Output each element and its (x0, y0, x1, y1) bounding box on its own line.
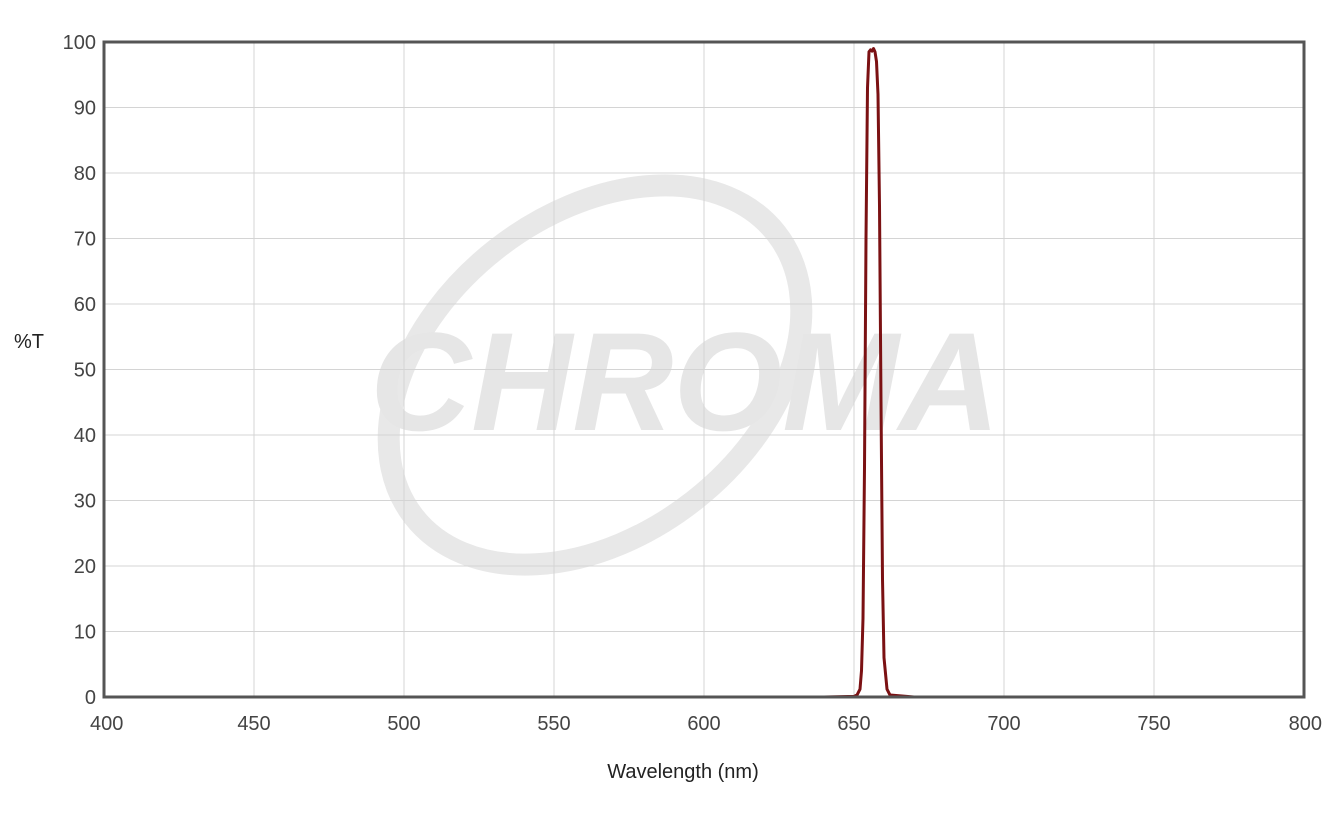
plot-frame (102, 40, 1306, 699)
y-tick-label: 10 (74, 622, 96, 644)
watermark-text: CHROMA (370, 303, 1000, 460)
grid (103, 41, 1305, 698)
x-tick-label: 500 (387, 713, 420, 735)
x-axis-title: Wavelength (nm) (607, 761, 759, 783)
y-tick-label: 30 (74, 491, 96, 513)
x-axis-ticks: 400 450 500 550 600 650 700 750 800 (90, 713, 1322, 735)
x-tick-label: 800 (1289, 713, 1322, 735)
x-tick-label: 600 (687, 713, 720, 735)
y-axis-title: %T (14, 331, 44, 353)
y-tick-label: 0 (85, 687, 96, 709)
x-tick-label: 750 (1137, 713, 1170, 735)
watermark-swoosh (377, 174, 813, 576)
y-tick-label: 60 (74, 294, 96, 316)
y-tick-label: 50 (74, 360, 96, 382)
x-tick-label: 700 (987, 713, 1020, 735)
y-axis-ticks: 0 10 20 30 40 50 60 70 80 90 100 (63, 32, 96, 709)
y-tick-label: 80 (74, 163, 96, 185)
x-tick-label: 650 (837, 713, 870, 735)
y-tick-label: 90 (74, 98, 96, 120)
transmission-series-line (102, 47, 1306, 699)
y-tick-label: 20 (74, 556, 96, 578)
plot-area (102, 47, 1306, 699)
x-tick-label: 550 (537, 713, 570, 735)
y-tick-label: 100 (63, 32, 96, 54)
x-tick-label: 450 (237, 713, 270, 735)
y-tick-label: 40 (74, 425, 96, 447)
y-tick-label: 70 (74, 229, 96, 251)
chroma-watermark: CHROMA (370, 174, 1000, 576)
x-tick-label: 400 (90, 713, 123, 735)
